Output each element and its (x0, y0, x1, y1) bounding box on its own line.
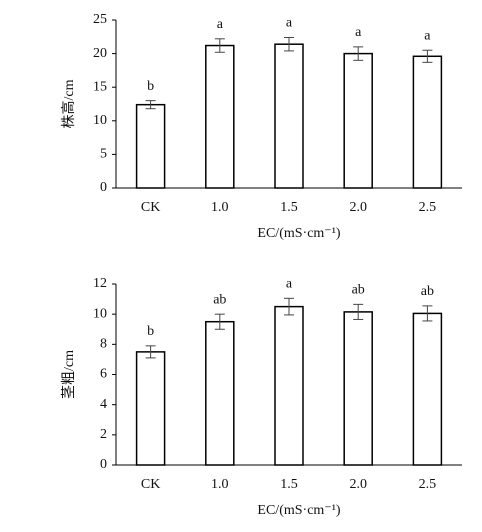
y-tick-label: 6 (100, 367, 107, 382)
significance-letter: b (147, 79, 154, 94)
x-tick-label: 1.0 (211, 200, 229, 215)
x-tick-label: CK (141, 200, 160, 215)
significance-letter: a (355, 25, 362, 40)
bar (205, 320, 235, 466)
y-tick-label: 4 (100, 397, 107, 412)
x-tick-label: 2.0 (349, 477, 367, 492)
x-axis-label: EC/(mS·cm⁻¹) (257, 503, 340, 518)
x-axis-label: EC/(mS·cm⁻¹) (257, 226, 340, 241)
significance-letter: b (147, 324, 154, 339)
y-axis-label: 茎粗/cm (61, 350, 77, 399)
y-tick-label: 2 (100, 427, 107, 442)
x-tick-label: 1.5 (280, 477, 298, 492)
bar (412, 55, 443, 189)
significance-letter: ab (352, 283, 365, 298)
bar (135, 351, 166, 466)
significance-letter: a (217, 17, 224, 32)
x-tick-label: CK (141, 477, 160, 492)
y-tick-label: 15 (93, 79, 107, 94)
significance-letter: ab (421, 284, 434, 299)
y-tick-label: 10 (93, 306, 107, 321)
y-tick-label: 5 (100, 147, 107, 162)
bar (412, 312, 443, 466)
significance-letter: a (286, 277, 293, 292)
y-tick-label: 0 (100, 457, 107, 472)
x-tick-label: 1.5 (280, 200, 298, 215)
y-axis-label: 株高/cm (60, 79, 77, 128)
y-tick-label: 10 (93, 113, 107, 128)
significance-letter: a (424, 28, 431, 43)
y-tick-label: 12 (93, 276, 107, 291)
x-tick-label: 2.5 (419, 477, 437, 492)
y-tick-label: 8 (100, 337, 107, 352)
x-tick-label: 1.0 (211, 477, 229, 492)
bar (274, 43, 304, 189)
significance-letter: ab (213, 292, 226, 307)
x-tick-label: 2.5 (419, 200, 437, 215)
x-tick-label: 2.0 (349, 200, 367, 215)
bar (343, 311, 373, 466)
bar (205, 44, 235, 189)
bar (135, 103, 166, 189)
y-tick-label: 25 (93, 12, 107, 27)
bar (274, 305, 304, 466)
y-tick-label: 20 (93, 46, 107, 61)
bar (343, 52, 373, 189)
significance-letter: a (286, 16, 293, 31)
y-tick-label: 0 (100, 180, 107, 195)
